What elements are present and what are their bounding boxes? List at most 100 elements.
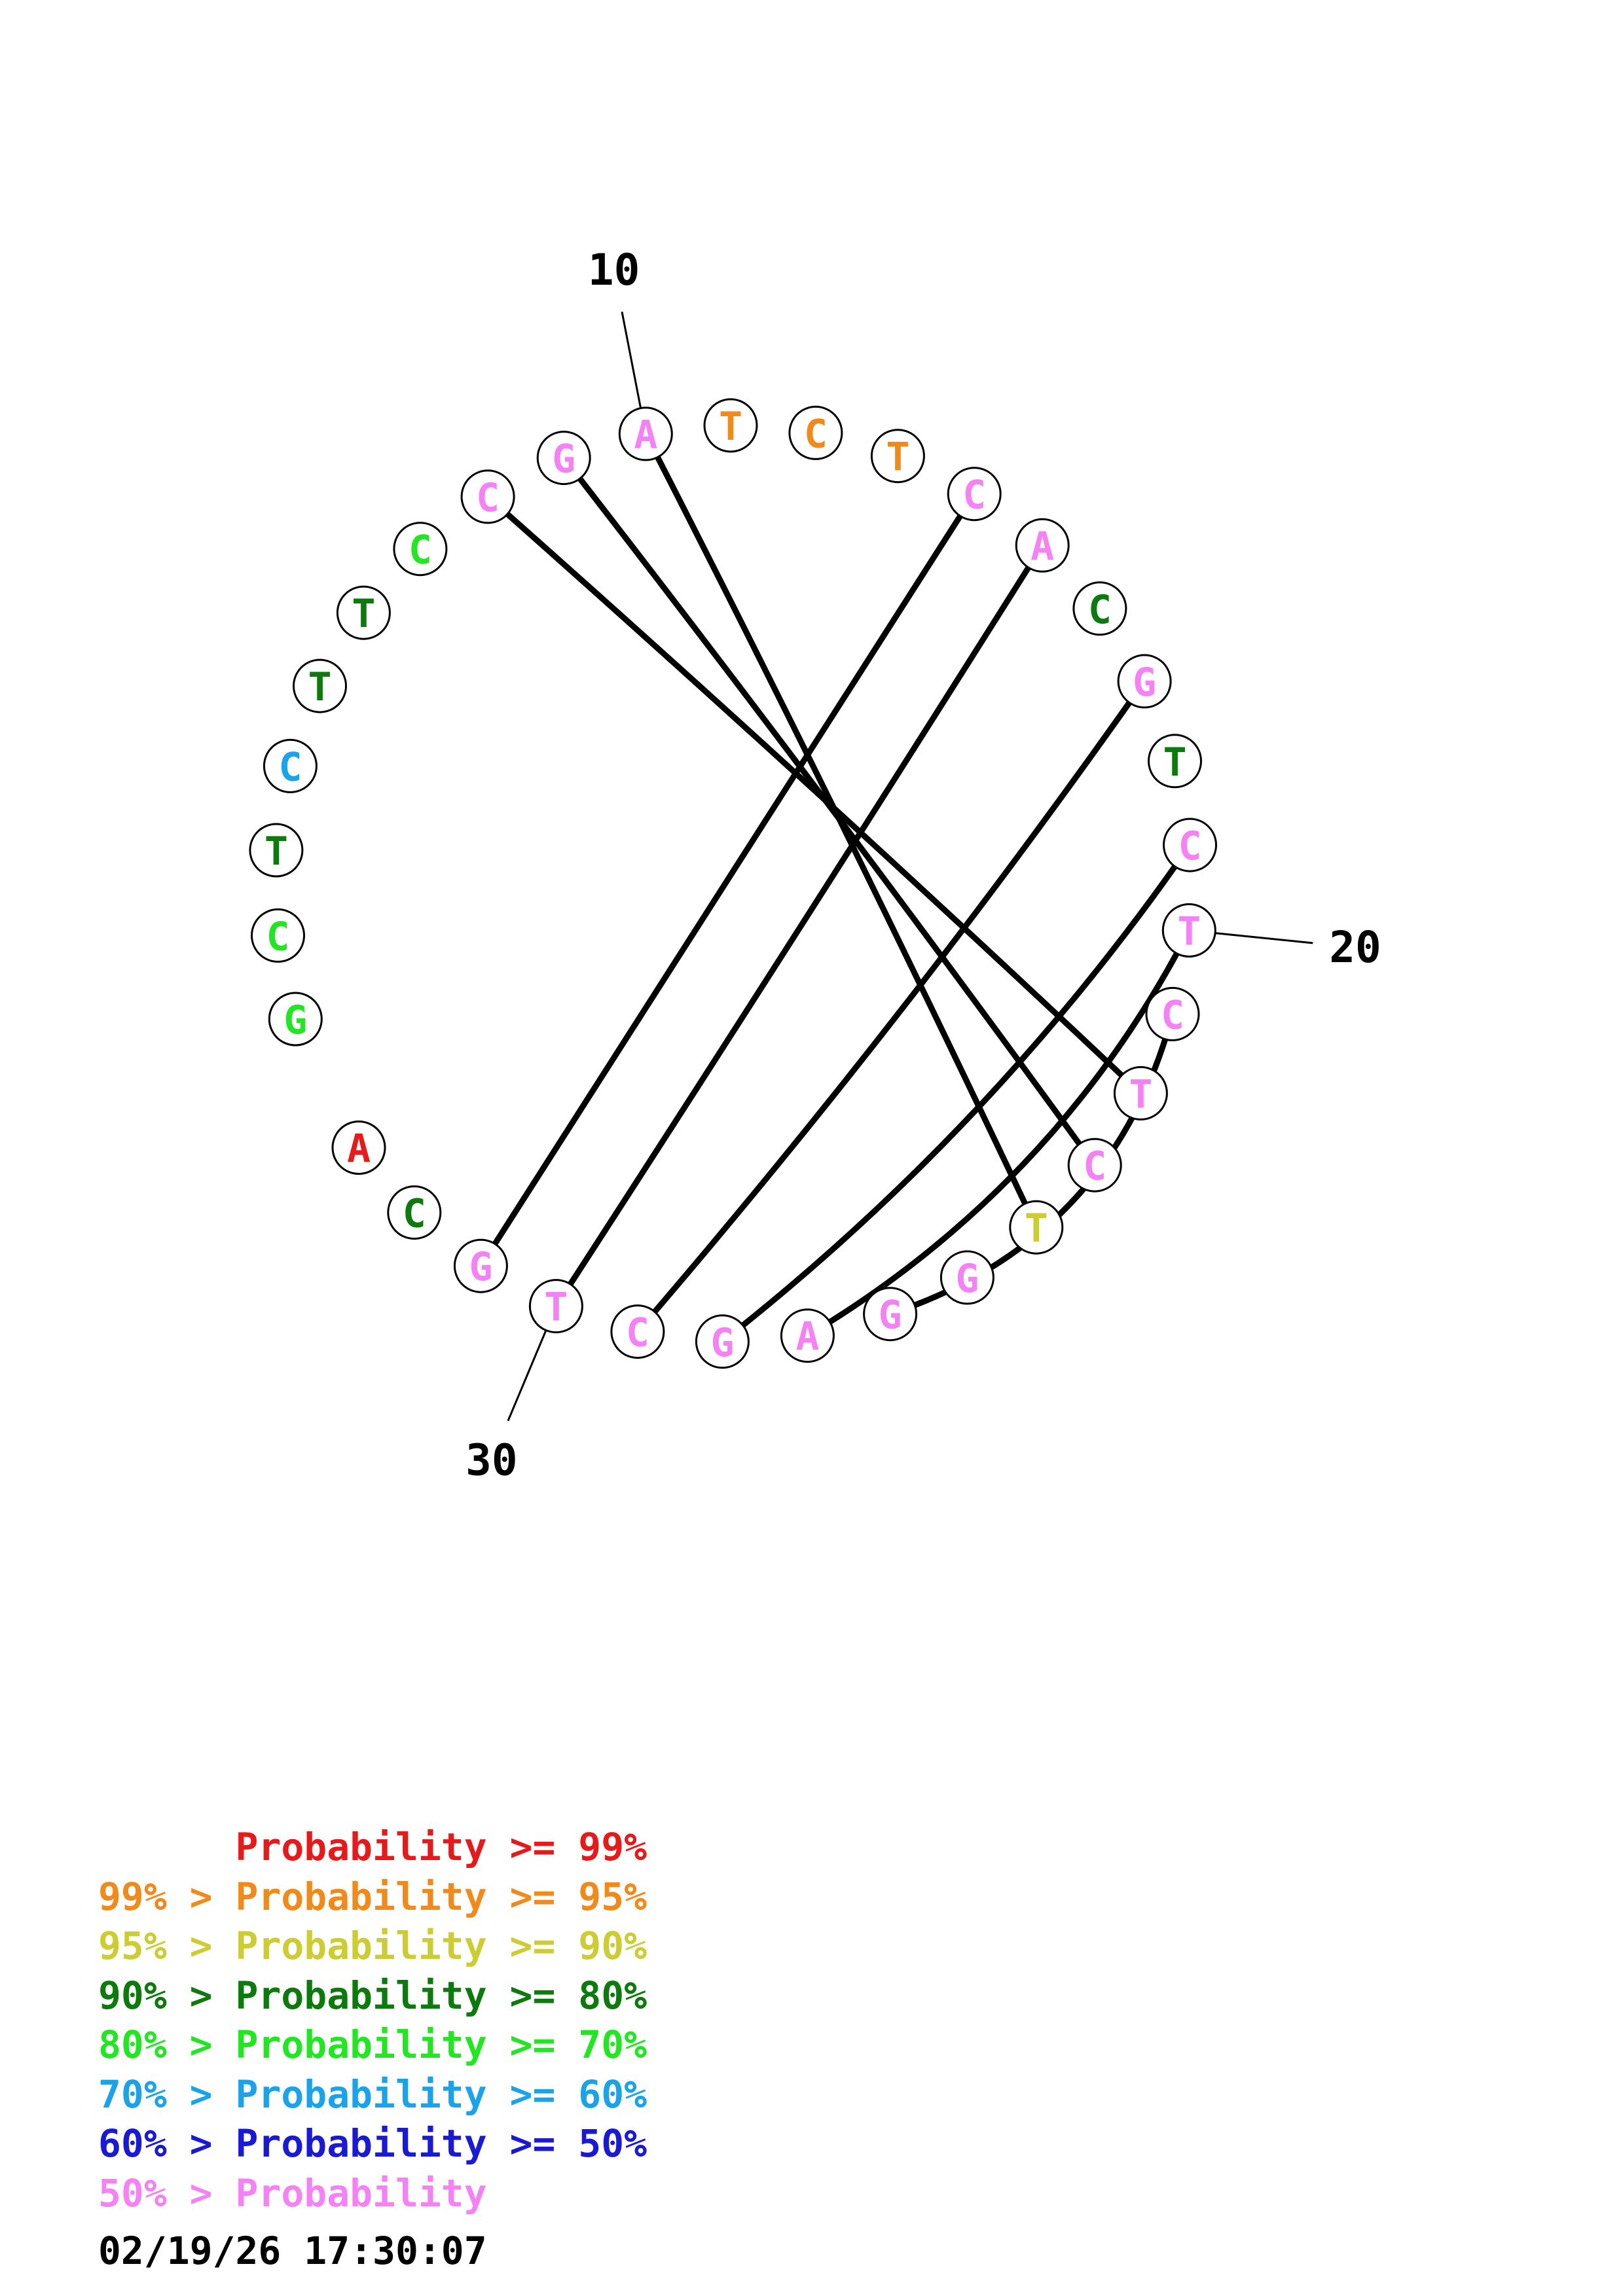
base-node: C <box>251 908 305 963</box>
index-tick <box>507 1329 547 1422</box>
legend-entry: 60% > Probability >= 50% <box>98 2121 647 2166</box>
base-letter: C <box>409 528 432 573</box>
base-node: T <box>703 398 758 453</box>
base-node: T <box>1009 1200 1064 1255</box>
base-letter: T <box>544 1285 568 1331</box>
legend-entry: 80% > Probability >= 70% <box>98 2022 647 2067</box>
base-node: C <box>1163 817 1217 872</box>
base-circle <box>1072 581 1127 636</box>
probability-legend: Probability >= 99% 99% > Probability >= 9… <box>98 1823 647 2218</box>
base-circle <box>1067 1138 1122 1193</box>
base-circle <box>870 429 925 484</box>
base-circle <box>387 1185 442 1240</box>
base-letter: C <box>962 473 986 518</box>
base-circle <box>268 992 323 1047</box>
base-node: C <box>387 1185 442 1240</box>
base-node: C <box>1072 581 1127 636</box>
base-circle <box>947 467 1002 522</box>
base-circle <box>863 1287 918 1342</box>
base-circle <box>618 406 673 461</box>
base-pair-arc <box>804 927 1192 1339</box>
base-letter: A <box>1030 524 1054 569</box>
legend-entry: Probability >= 99% <box>98 1825 647 1869</box>
base-letter: C <box>476 475 500 521</box>
base-letter: C <box>1178 823 1201 869</box>
base-letter: G <box>469 1244 492 1290</box>
base-circle <box>1015 518 1070 573</box>
base-letter: G <box>552 437 575 482</box>
base-letter: G <box>283 997 307 1043</box>
index-tick <box>1214 932 1313 944</box>
base-letter: T <box>308 664 331 710</box>
base-letter: T <box>719 404 742 450</box>
base-pair-arc <box>719 842 1193 1345</box>
base-node: A <box>618 406 673 461</box>
legend-entry: 70% > Probability >= 60% <box>98 2072 647 2117</box>
base-circle <box>703 398 758 453</box>
base-circle <box>263 738 318 793</box>
base-node: G <box>268 992 323 1047</box>
base-circle <box>293 658 347 713</box>
timestamp: 02/19/26 17:30:07 <box>98 2229 487 2273</box>
base-letter: T <box>1163 740 1186 785</box>
base-circle <box>1163 817 1217 872</box>
base-circle <box>939 1250 994 1305</box>
base-letter: A <box>795 1314 819 1360</box>
base-circle <box>249 823 304 878</box>
legend-entry: 95% > Probability >= 90% <box>98 1924 647 1968</box>
legend-entry: 99% > Probability >= 95% <box>98 1874 647 1919</box>
base-letter: C <box>804 411 828 457</box>
legend-entry: 50% > Probability <box>98 2170 487 2215</box>
legend-entry: 90% > Probability >= 80% <box>98 1973 647 2018</box>
base-pair-arc <box>634 678 1148 1335</box>
base-circle <box>780 1308 835 1363</box>
base-circle <box>1161 903 1216 958</box>
base-node: T <box>1161 903 1216 958</box>
base-circle <box>1113 1066 1168 1121</box>
base-letter: C <box>1088 587 1112 633</box>
base-letter: T <box>1025 1206 1048 1251</box>
base-circle <box>695 1314 750 1369</box>
base-circle <box>336 585 391 640</box>
base-node: A <box>1015 518 1070 573</box>
base-letter: C <box>278 744 302 790</box>
base-node: T <box>870 429 925 484</box>
base-node: G <box>863 1287 918 1342</box>
base-circle <box>1117 654 1172 709</box>
base-node: T <box>528 1279 583 1334</box>
base-letter: C <box>266 914 289 960</box>
base-circle <box>788 405 843 460</box>
base-node: T <box>1113 1066 1168 1121</box>
index-tick <box>621 312 642 408</box>
base-circle <box>453 1238 508 1293</box>
base-node: C <box>788 405 843 460</box>
base-letter: C <box>1161 992 1184 1038</box>
base-letter: T <box>886 435 909 480</box>
index-label: 30 <box>465 1435 517 1485</box>
base-letter: C <box>403 1191 426 1237</box>
base-node: C <box>393 522 448 577</box>
base-node: G <box>939 1250 994 1305</box>
index-label: 20 <box>1329 922 1381 973</box>
index-label: 10 <box>588 245 640 295</box>
base-node: A <box>780 1308 835 1363</box>
base-letter: A <box>634 412 657 458</box>
base-circle <box>1148 734 1202 789</box>
base-pair-arc <box>484 493 1144 1096</box>
base-pair-arc <box>477 491 977 1269</box>
base-node: A <box>331 1121 386 1175</box>
base-letter: C <box>626 1310 649 1356</box>
base-letter: G <box>879 1293 902 1338</box>
base-circle <box>1145 986 1200 1041</box>
base-letter: A <box>347 1126 371 1172</box>
base-letter: G <box>1133 660 1156 706</box>
base-circle <box>331 1121 386 1175</box>
base-circle <box>610 1304 665 1359</box>
base-circle <box>251 908 305 963</box>
base-letter: T <box>1177 909 1201 955</box>
base-circle <box>528 1279 583 1334</box>
base-circle <box>460 469 515 524</box>
base-circle <box>536 431 591 486</box>
base-node: G <box>536 431 591 486</box>
